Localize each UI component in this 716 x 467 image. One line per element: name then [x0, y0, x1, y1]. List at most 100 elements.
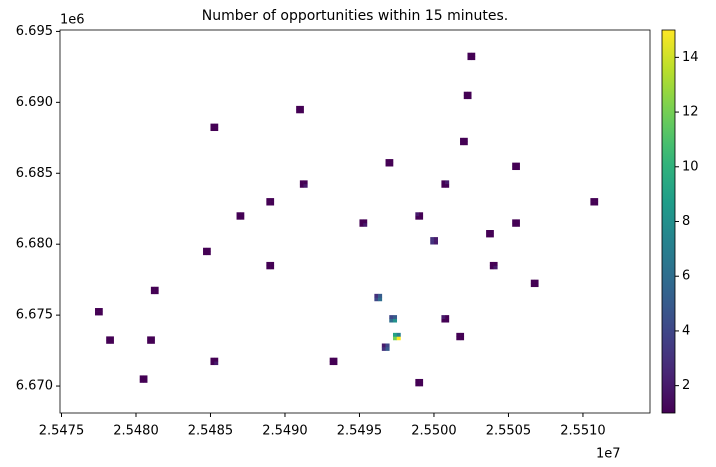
- cell: [240, 212, 245, 217]
- cell: [389, 162, 394, 167]
- cell: [460, 137, 465, 142]
- cell: [95, 311, 100, 316]
- cell: [374, 293, 379, 298]
- x-tick-label: 2.5505: [486, 424, 532, 439]
- colorbar: [661, 29, 676, 414]
- cell: [270, 201, 275, 206]
- y-tick-label: 6.670: [16, 379, 53, 394]
- cell: [489, 265, 494, 270]
- cell: [456, 332, 461, 337]
- cell: [515, 219, 520, 224]
- cell: [460, 332, 465, 337]
- cell: [150, 336, 155, 341]
- cell: [266, 201, 271, 206]
- plot-frame: [59, 29, 651, 414]
- y-tick-label: 6.690: [16, 95, 53, 110]
- cell: [109, 339, 114, 344]
- cell: [445, 318, 450, 323]
- y-tick-label: 6.675: [16, 308, 53, 323]
- cell: [210, 127, 215, 132]
- cell: [389, 159, 394, 163]
- x-offset-label: 1e7: [596, 447, 621, 462]
- cell: [463, 137, 468, 142]
- cell: [210, 361, 215, 366]
- x-tick-label: 2.5485: [188, 424, 234, 439]
- cell: [139, 378, 144, 383]
- cell: [512, 222, 517, 227]
- cell: [98, 311, 103, 316]
- x-tick-label: 2.5490: [262, 424, 308, 439]
- cell: [512, 162, 517, 167]
- cell: [512, 166, 517, 171]
- cell: [389, 318, 394, 323]
- cell: [210, 123, 215, 128]
- cell: [463, 91, 468, 96]
- cell: [106, 336, 111, 341]
- cell: [486, 233, 491, 238]
- cell: [534, 279, 539, 284]
- cell: [419, 378, 424, 383]
- cell: [381, 343, 386, 348]
- cell: [415, 215, 420, 220]
- cell: [214, 127, 219, 132]
- cell: [359, 219, 364, 224]
- cell: [467, 52, 472, 57]
- cell: [515, 166, 520, 171]
- cell: [106, 339, 111, 344]
- cell: [385, 347, 390, 351]
- cell: [329, 361, 334, 366]
- x-tick-label: 2.5495: [337, 424, 383, 439]
- cell: [430, 237, 435, 241]
- cell: [441, 318, 446, 323]
- cell: [299, 105, 304, 110]
- y-tick-label: 6.695: [16, 24, 53, 39]
- cell: [433, 237, 438, 241]
- cell: [296, 105, 301, 110]
- cell: [240, 215, 245, 220]
- cell: [299, 180, 304, 185]
- cell: [441, 315, 446, 319]
- cell: [385, 159, 390, 163]
- cell: [512, 219, 517, 224]
- cell: [415, 382, 420, 387]
- x-tick-label: 2.5500: [411, 424, 457, 439]
- cell: [467, 95, 472, 100]
- cell: [147, 336, 152, 341]
- cell: [154, 290, 159, 295]
- cell: [463, 141, 468, 146]
- cell: [594, 201, 599, 206]
- cell: [329, 357, 334, 362]
- cell: [392, 315, 398, 319]
- cell: [460, 336, 465, 341]
- cell: [392, 332, 398, 337]
- cell: [460, 141, 465, 146]
- x-tick-label: 2.5480: [113, 424, 159, 439]
- cell: [236, 215, 241, 220]
- cell: [594, 198, 599, 202]
- cell: [150, 339, 155, 344]
- cell: [430, 240, 435, 245]
- cell: [463, 95, 468, 100]
- cell: [214, 357, 219, 362]
- cell: [266, 265, 271, 270]
- cell: [385, 343, 390, 348]
- cell: [445, 315, 450, 319]
- cell: [95, 308, 100, 312]
- cell: [154, 286, 159, 291]
- y-offset-label: 1e6: [60, 13, 85, 28]
- cell: [396, 336, 401, 341]
- cell: [363, 222, 368, 227]
- colorbar-tick-label: 8: [682, 214, 690, 229]
- cell: [493, 265, 498, 270]
- cell: [143, 375, 148, 380]
- cell: [236, 212, 241, 217]
- colorbar-tick-label: 10: [682, 159, 699, 174]
- cell: [296, 109, 301, 114]
- cell: [139, 375, 144, 380]
- cell: [467, 91, 472, 96]
- cell: [378, 293, 383, 298]
- cell: [415, 212, 420, 217]
- cell: [333, 357, 338, 362]
- cell: [203, 251, 208, 256]
